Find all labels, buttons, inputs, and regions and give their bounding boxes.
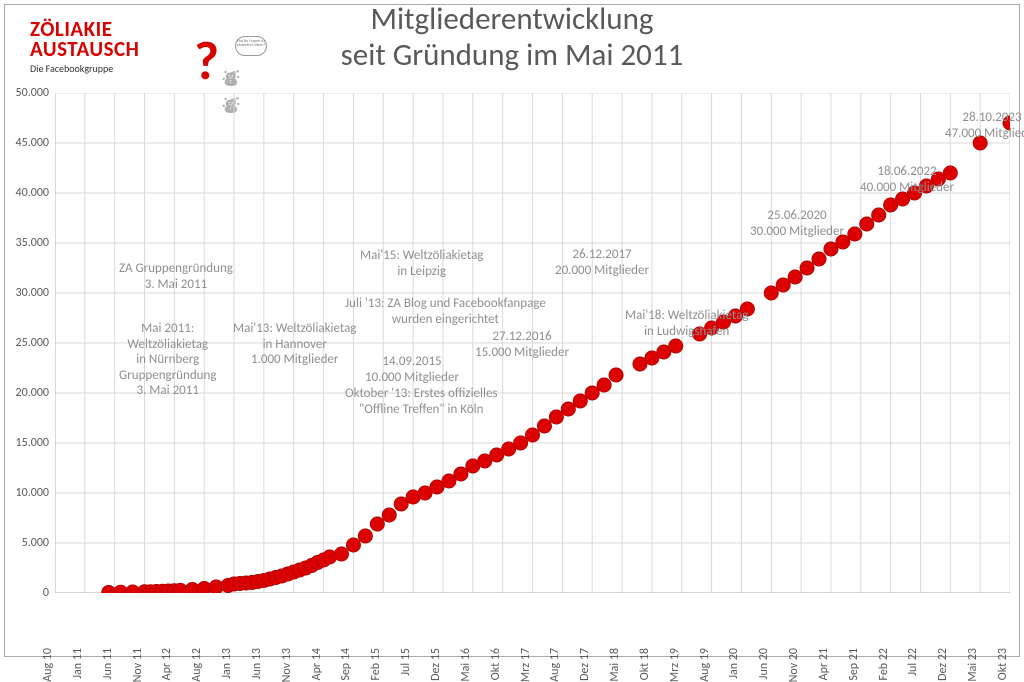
x-tick: Nov 20 [787, 648, 801, 682]
annotation: 25.06.202030.000 Mitglieder [750, 208, 844, 239]
y-tick: 10.000 [4, 486, 49, 500]
data-point [871, 208, 885, 222]
data-point [609, 368, 623, 382]
annotation: 28.10.202347.000 Mitglieder [945, 110, 1024, 141]
annotation: Mai'18: Weltzöliakietagin Ludwigshafen [625, 308, 748, 339]
x-tick: Jun 13 [250, 648, 264, 679]
x-tick: Jun 20 [757, 648, 771, 679]
x-tick: Mrz 17 [519, 648, 533, 682]
annotation: ZA Gruppengründung3. Mai 2011 [119, 261, 233, 292]
data-point [346, 538, 360, 552]
data-point [573, 394, 587, 408]
speech-bubble-icon: Hat du Fragen zu glutenfrei Leben? [235, 36, 267, 56]
annotation: 14.09.201510.000 Mitglieder [365, 354, 459, 385]
x-tick: Sep 21 [847, 648, 861, 681]
y-tick: 30.000 [4, 286, 49, 300]
x-tick: Jun 11 [101, 648, 115, 679]
x-tick: Okt 18 [638, 648, 652, 680]
data-point [585, 386, 599, 400]
data-point [597, 378, 611, 392]
x-tick: Dez 17 [578, 648, 592, 681]
x-tick: Apr 14 [310, 648, 324, 680]
annotation: Mai'13: Weltzöliakietagin Hannover1.000 … [233, 321, 356, 368]
annotation: 27.12.201615.000 Mitglieder [475, 329, 569, 360]
x-tick: Aug 17 [548, 648, 562, 682]
x-tick: Jan 20 [727, 648, 741, 679]
annotation: Mai 2011:Weltzöliakietagin NürnbergGrupp… [119, 321, 216, 399]
y-tick: 40.000 [4, 186, 49, 200]
x-tick: Aug 12 [190, 648, 204, 682]
x-tick: Aug 10 [41, 648, 55, 682]
x-tick: Apr 21 [817, 648, 831, 680]
data-point [549, 410, 563, 424]
x-tick: Jan 13 [220, 648, 234, 679]
y-tick: 50.000 [4, 86, 49, 100]
x-tick: Nov 11 [131, 648, 145, 682]
data-point [382, 508, 396, 522]
data-point [454, 467, 468, 481]
y-tick: 20.000 [4, 386, 49, 400]
data-point [812, 252, 826, 266]
data-point [525, 428, 539, 442]
data-point [513, 436, 527, 450]
x-tick: Jul 15 [399, 648, 413, 676]
x-tick: Dez 22 [936, 648, 950, 681]
data-point [800, 261, 814, 275]
data-point [561, 402, 575, 416]
annotation: Juli '13: ZA Blog und Facebookfanpagewur… [345, 296, 546, 327]
x-tick: Feb 15 [369, 648, 383, 681]
annotation: 26.12.201720.000 Mitglieder [555, 247, 649, 278]
y-tick: 25.000 [4, 336, 49, 350]
y-tick: 0 [4, 586, 49, 600]
data-point [776, 278, 790, 292]
question-mark-icon: ? [194, 34, 219, 88]
x-tick: Mai 16 [459, 648, 473, 682]
y-tick: 45.000 [4, 136, 49, 150]
annotation: Oktober '13: Erstes offizielles"Offline … [345, 386, 498, 417]
data-point [537, 419, 551, 433]
data-point [334, 547, 348, 561]
logo: ZÖLIAKIE AUSTAUSCH Die Facebookgruppe ? … [30, 20, 240, 80]
x-tick: Okt 16 [489, 648, 503, 680]
data-point [860, 217, 874, 231]
y-tick: 35.000 [4, 236, 49, 250]
x-tick: Feb 22 [877, 648, 891, 681]
data-point [848, 227, 862, 241]
x-tick: Mrz 19 [668, 648, 682, 682]
data-point [669, 339, 683, 353]
x-tick: Nov 13 [280, 648, 294, 682]
x-tick: Dez 15 [429, 648, 443, 681]
x-tick: Okt 23 [996, 648, 1010, 680]
data-point [764, 286, 778, 300]
x-tick: Jul 22 [906, 648, 920, 676]
y-tick: 15.000 [4, 436, 49, 450]
y-tick: 5.000 [4, 536, 49, 550]
x-tick: Aug 19 [698, 648, 712, 682]
data-point [788, 270, 802, 284]
x-tick: Jan 11 [71, 648, 85, 679]
annotation: 18.06.202240.000 Mitglieder [860, 164, 954, 195]
x-tick: Sep 14 [339, 648, 353, 681]
x-tick: Mai 23 [966, 648, 980, 682]
x-tick: Mai 18 [608, 648, 622, 682]
data-point [358, 529, 372, 543]
data-point [370, 517, 384, 531]
x-tick: Apr 12 [160, 648, 174, 680]
annotation: Mai'15: Weltzöliakietagin Leipzig [360, 248, 483, 279]
